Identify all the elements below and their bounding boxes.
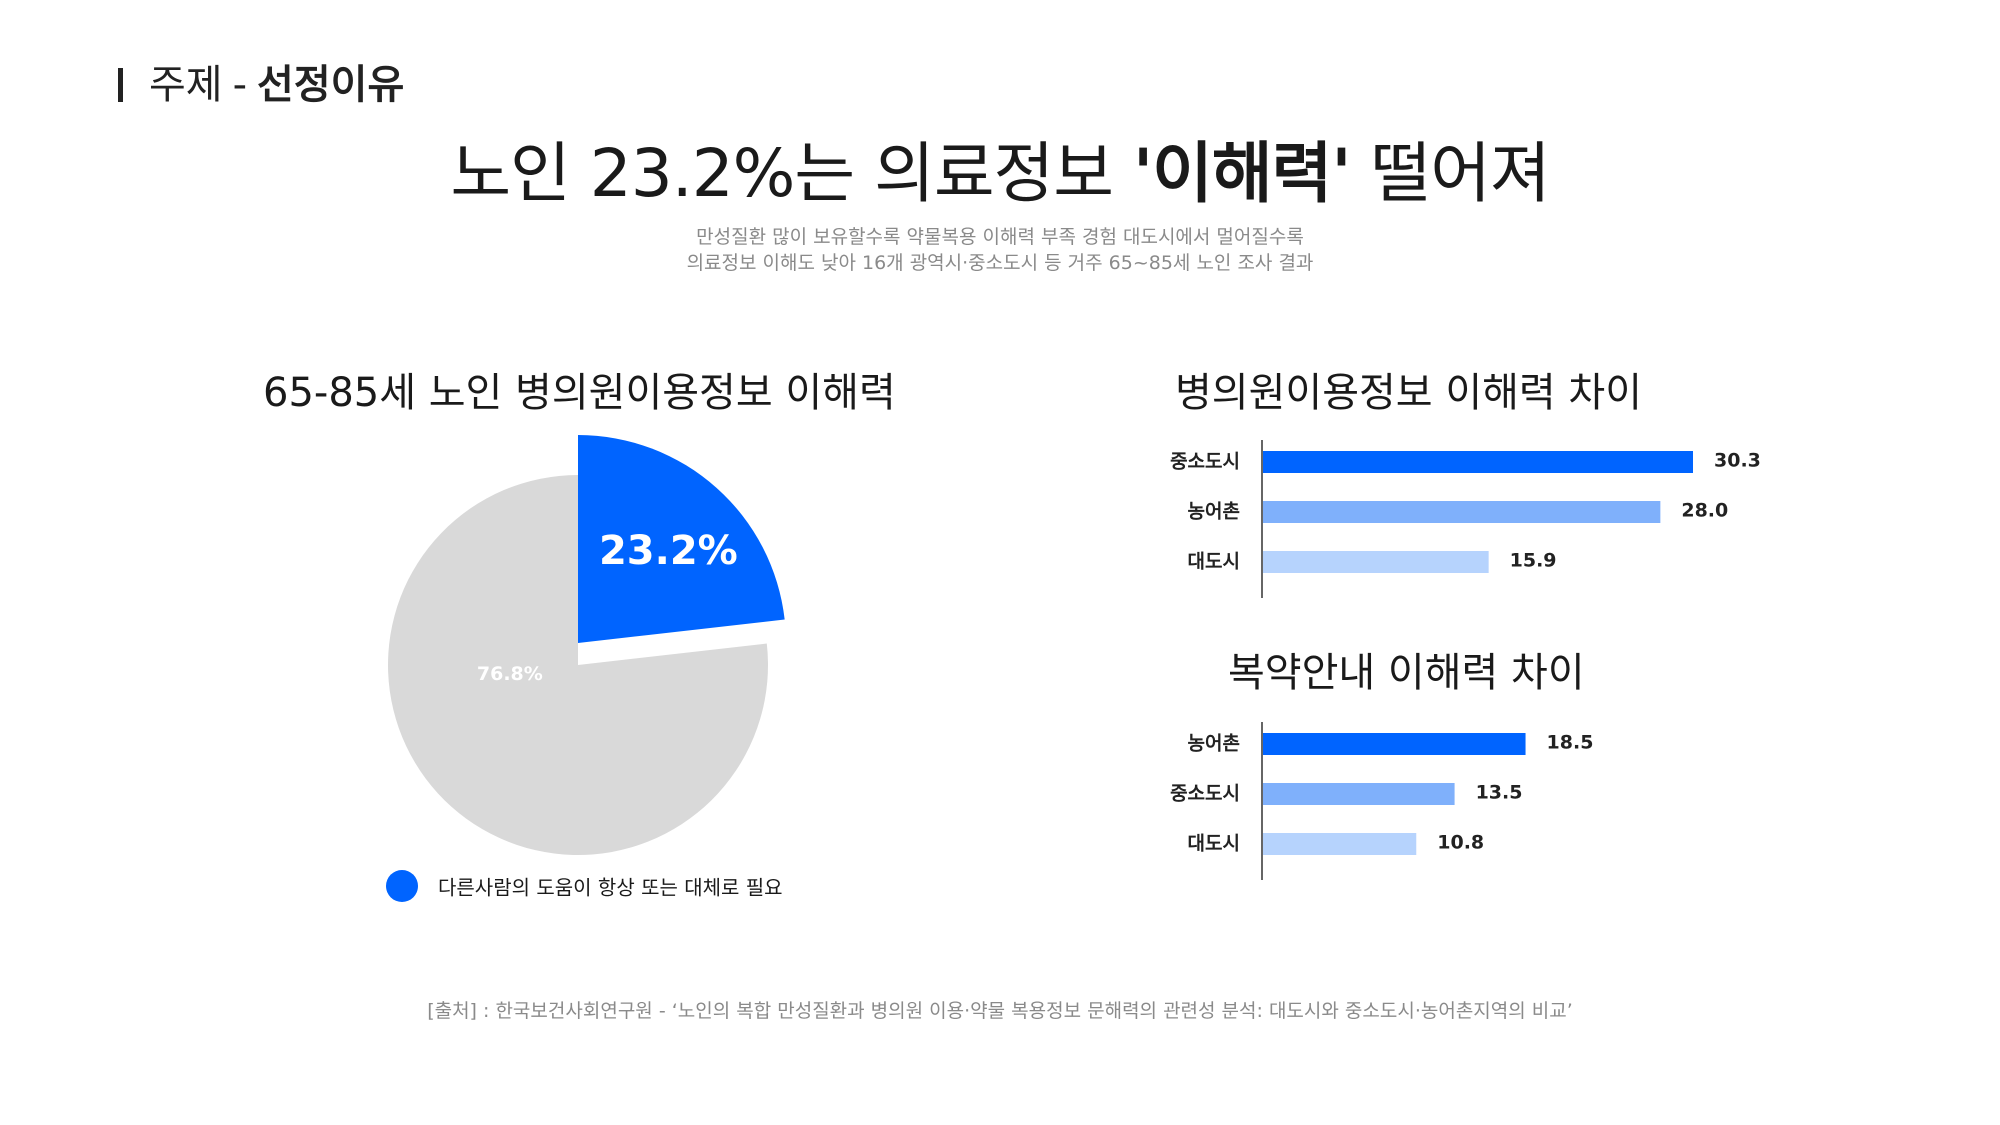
headline-emphasis: '이해력' bbox=[1132, 135, 1352, 212]
bar-chart-2-bar-1 bbox=[1263, 783, 1455, 805]
bar-chart-1-bar-1 bbox=[1263, 501, 1661, 523]
bar-chart-1-title: 병의원이용정보 이해력 차이 bbox=[1175, 370, 1643, 416]
legend-dot bbox=[386, 870, 418, 902]
bar-chart-2-bar-0 bbox=[1263, 733, 1526, 755]
subtitle-line-1: 만성질환 많이 보유할수록 약물복용 이해력 부족 경험 대도시에서 멀어질수록 bbox=[696, 226, 1304, 248]
bar-chart-2-value-2: 10.8 bbox=[1437, 832, 1484, 854]
bar-chart-1-category-1: 농어촌 bbox=[1188, 501, 1240, 523]
bar-chart-2-value-0: 18.5 bbox=[1547, 732, 1594, 754]
bar-chart-2-category-0: 농어촌 bbox=[1188, 733, 1240, 755]
bar-chart-1-value-1: 28.0 bbox=[1681, 500, 1728, 522]
subtitle-line-2: 의료정보 이해도 낮아 16개 광역시·중소도시 등 거주 65~85세 노인 … bbox=[686, 252, 1314, 274]
bar-chart-2-bar-2 bbox=[1263, 833, 1417, 855]
pie-slice-0 bbox=[578, 435, 785, 643]
bar-chart-1-category-2: 대도시 bbox=[1188, 551, 1240, 573]
pie-slice-1 bbox=[388, 475, 768, 855]
header-prefix: 주제 bbox=[149, 62, 223, 108]
source-citation: [출처] : 한국보건사회연구원 - ‘노인의 복합 만성질환과 병의원 이용·… bbox=[427, 1000, 1573, 1022]
header-topic: 선정이유 bbox=[257, 62, 405, 108]
legend-label: 다른사람의 도움이 항상 또는 대체로 필요 bbox=[438, 875, 783, 900]
bar-chart-2-category-1: 중소도시 bbox=[1170, 783, 1240, 805]
bar-chart-1-category-0: 중소도시 bbox=[1170, 451, 1240, 473]
bar-chart-1-bar-2 bbox=[1263, 551, 1489, 573]
pie-label-0: 23.2% bbox=[599, 528, 738, 574]
pie-label-1: 76.8% bbox=[477, 663, 543, 685]
bar-chart-1-value-0: 30.3 bbox=[1714, 450, 1761, 472]
subtitle: 만성질환 많이 보유할수록 약물복용 이해력 부족 경험 대도시에서 멀어질수록… bbox=[0, 224, 2000, 276]
headline-pre: 노인 23.2%는 의료정보 bbox=[450, 135, 1133, 212]
headline: 노인 23.2%는 의료정보 '이해력' 떨어져 bbox=[0, 120, 2000, 216]
bar-chart-1-bar-0 bbox=[1263, 451, 1693, 473]
bar-chart-2-title: 복약안내 이해력 차이 bbox=[1228, 650, 1585, 696]
bar-chart-1-value-2: 15.9 bbox=[1510, 550, 1557, 572]
pie-chart-title: 65-85세 노인 병의원이용정보 이해력 bbox=[263, 370, 896, 416]
bar-chart-2-value-1: 13.5 bbox=[1476, 782, 1523, 804]
bar-chart-2-category-2: 대도시 bbox=[1188, 833, 1240, 855]
headline-post: 떨어져 bbox=[1350, 135, 1551, 212]
pie-legend: 다른사람의 도움이 항상 또는 대체로 필요 bbox=[386, 870, 783, 902]
header-separator: - bbox=[232, 62, 248, 108]
section-header: 주제 - 선정이유 bbox=[118, 52, 404, 110]
header-bar bbox=[118, 68, 123, 102]
